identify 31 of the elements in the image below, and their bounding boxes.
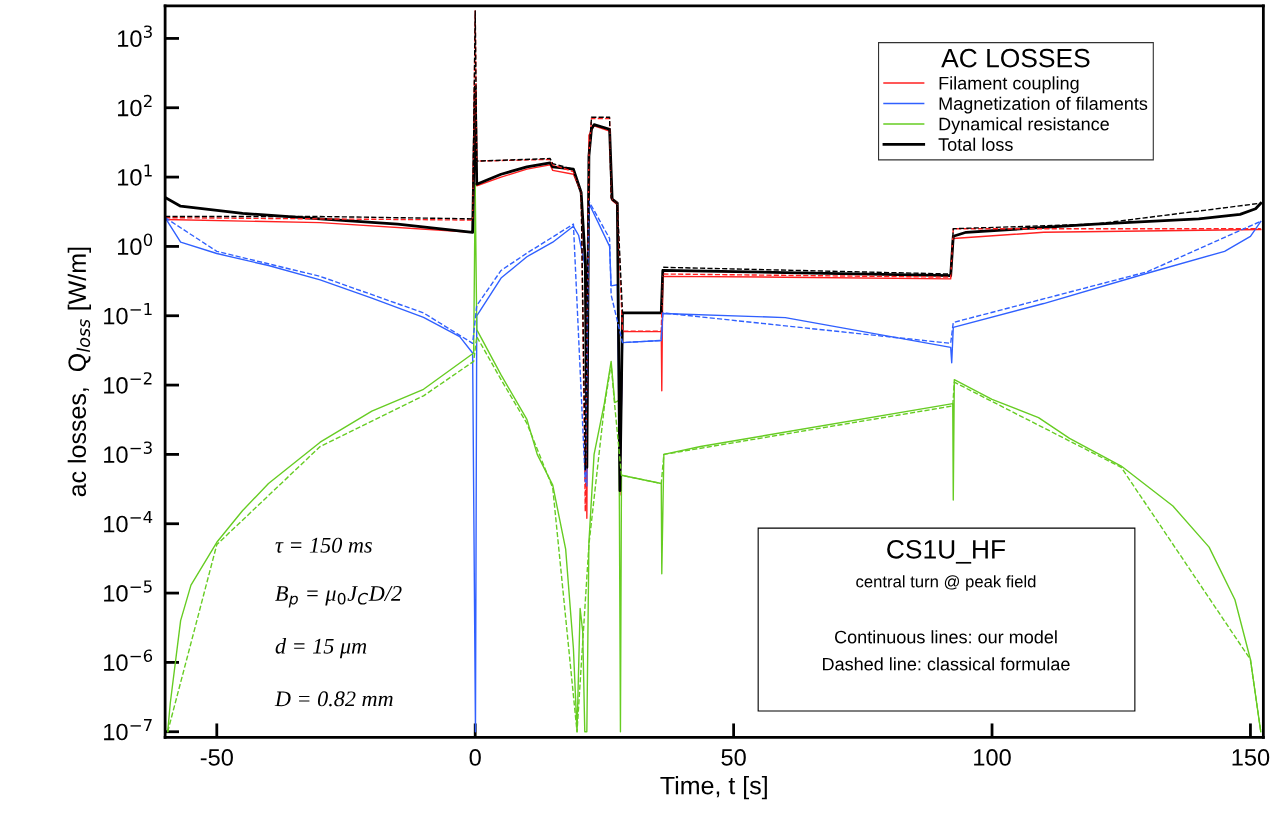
annotation: d = 15 μm — [275, 638, 367, 659]
y-tick-label: 10$^{−2}$ — [104, 372, 152, 394]
y-tick-label: 10$^{−6}$ — [104, 649, 153, 672]
legend-title: AC LOSSES — [941, 48, 1090, 68]
annotation: CS1U_HF — [887, 539, 1006, 564]
y-tick-label: 10$^{−1}$ — [104, 303, 152, 325]
y-tick-label: 10$^{−5}$ — [104, 580, 152, 602]
annotation: τ = 150 ms — [275, 537, 372, 553]
legend-label: Total loss — [938, 137, 1013, 151]
annotation: Continuous lines: our model — [834, 630, 1057, 644]
annotation: central turn @ peak field — [856, 575, 1036, 591]
y-tick-label: 10$^{−7}$ — [104, 719, 152, 741]
x-axis-title: Time, t [s] — [660, 776, 767, 800]
legend-label: Magnetization of filaments — [939, 96, 1148, 114]
x-tick-label: 100 — [974, 749, 1011, 766]
x-tick-label: 0 — [469, 749, 481, 766]
y-tick-label: 10$^{2}$ — [118, 94, 152, 117]
x-tick-label: 150 — [1232, 749, 1270, 766]
legend-label: Filament coupling — [939, 76, 1079, 94]
y-tick-label: 10$^{1}$ — [118, 164, 152, 186]
x-tick-label: 50 — [721, 749, 746, 766]
legend-label: Dynamical resistance — [939, 117, 1109, 135]
y-axis-title: ac losses, Q$_{loss}$ [W/m] — [67, 247, 91, 497]
y-tick-label: 10$^{0}$ — [118, 233, 153, 256]
annotation: Dashed line: classical formulae — [823, 657, 1070, 671]
y-tick-label: 10$^{−3}$ — [104, 441, 152, 464]
y-tick-label: 10$^{3}$ — [118, 25, 152, 48]
annotation: B$_{p}$ = μ$_{0}$J$_{C}$D/2 — [275, 586, 402, 608]
y-tick-label: 10$^{−4}$ — [104, 511, 153, 533]
annotation: D = 0.82 mm — [274, 691, 393, 707]
x-tick-label: -50 — [200, 749, 233, 766]
